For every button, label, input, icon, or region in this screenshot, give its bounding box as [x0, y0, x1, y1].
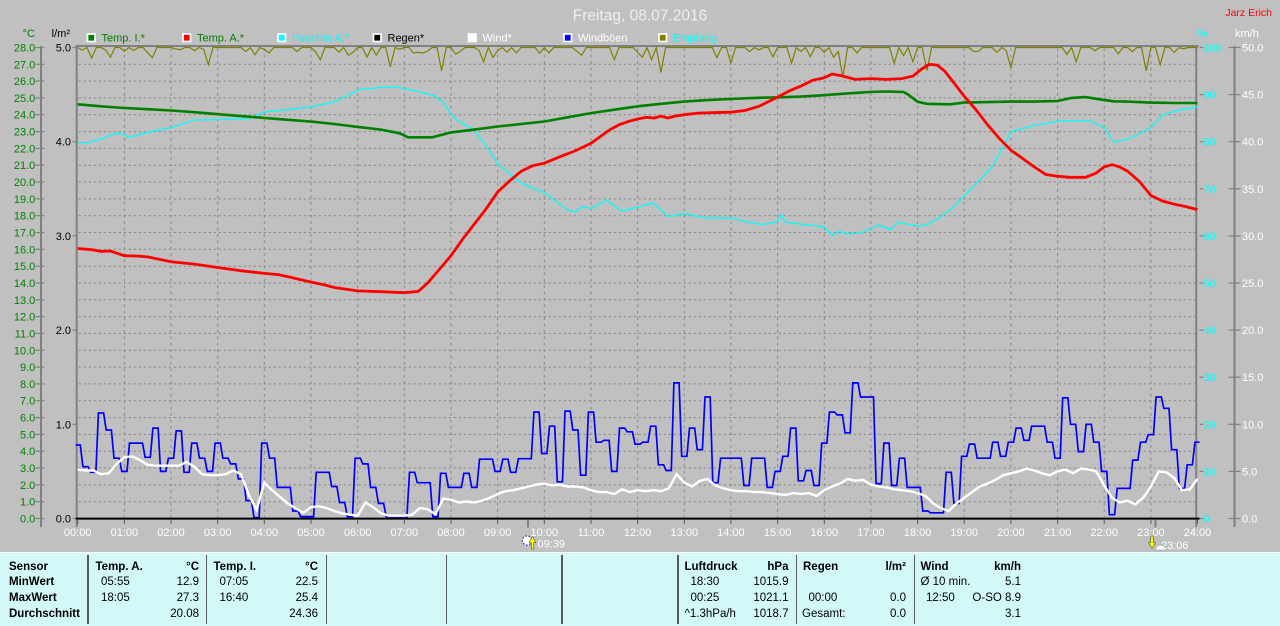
- svg-text:0: 0: [1204, 514, 1210, 526]
- svg-text:23.0: 23.0: [14, 127, 35, 139]
- svg-text:1.0: 1.0: [56, 419, 71, 431]
- svg-text:15:00: 15:00: [764, 527, 792, 539]
- svg-text:Windböen: Windböen: [578, 33, 628, 45]
- svg-text:11:00: 11:00: [578, 527, 605, 539]
- svg-text:27.0: 27.0: [14, 59, 35, 71]
- svg-text:9.0: 9.0: [20, 362, 35, 374]
- svg-text:Empfang: Empfang: [673, 33, 717, 45]
- svg-text:6.0: 6.0: [20, 413, 35, 425]
- svg-text:30: 30: [1204, 372, 1216, 384]
- svg-text:0.0: 0.0: [1242, 514, 1257, 526]
- svg-text:21:00: 21:00: [1044, 527, 1072, 539]
- svg-text:20:00: 20:00: [997, 527, 1025, 539]
- svg-text:Regen*: Regen*: [388, 33, 425, 45]
- svg-text:20: 20: [1204, 419, 1216, 431]
- svg-text:03:00: 03:00: [204, 527, 232, 539]
- svg-text:70: 70: [1204, 184, 1216, 196]
- svg-text:5.0: 5.0: [56, 43, 71, 55]
- svg-text:%: %: [1198, 28, 1208, 40]
- svg-text:Wind*: Wind*: [483, 33, 513, 45]
- svg-text:12:00: 12:00: [624, 527, 652, 539]
- svg-text:05:00: 05:00: [297, 527, 325, 539]
- svg-text:28.0: 28.0: [14, 43, 35, 55]
- svg-text:0.0: 0.0: [56, 514, 71, 526]
- svg-text:17:00: 17:00: [857, 527, 885, 539]
- svg-text:30.0: 30.0: [1242, 231, 1263, 243]
- svg-text:2.0: 2.0: [20, 480, 35, 492]
- svg-text:25.0: 25.0: [14, 93, 35, 105]
- svg-text:22:00: 22:00: [1090, 527, 1118, 539]
- svg-text:00:00: 00:00: [64, 527, 92, 539]
- svg-text:4.0: 4.0: [56, 137, 71, 149]
- svg-text:19:00: 19:00: [950, 527, 978, 539]
- svg-text:40: 40: [1204, 325, 1216, 337]
- svg-text:24.0: 24.0: [14, 110, 35, 122]
- svg-text:10: 10: [1204, 466, 1216, 478]
- svg-text:15.0: 15.0: [14, 261, 35, 273]
- svg-text:40.0: 40.0: [1242, 137, 1263, 149]
- svg-text:08:00: 08:00: [437, 527, 465, 539]
- svg-text:09:00: 09:00: [484, 527, 512, 539]
- svg-text:01:00: 01:00: [111, 527, 139, 539]
- svg-text:21.0: 21.0: [14, 160, 35, 172]
- svg-text:24:00: 24:00: [1184, 527, 1212, 539]
- svg-text:06:00: 06:00: [344, 527, 372, 539]
- svg-text:18:00: 18:00: [904, 527, 932, 539]
- svg-text:3.0: 3.0: [20, 463, 35, 475]
- svg-text:°C: °C: [23, 28, 35, 40]
- svg-text:14.0: 14.0: [14, 278, 35, 290]
- svg-text:22.0: 22.0: [14, 143, 35, 155]
- svg-text:Temp. A.*: Temp. A.*: [197, 33, 245, 45]
- svg-text:10:00: 10:00: [531, 527, 559, 539]
- svg-text:50.0: 50.0: [1242, 43, 1263, 55]
- svg-text:10.0: 10.0: [1242, 419, 1263, 431]
- svg-text:20.0: 20.0: [1242, 325, 1263, 337]
- svg-text:5.0: 5.0: [1242, 466, 1257, 478]
- svg-text:16:00: 16:00: [811, 527, 839, 539]
- svg-text:17.0: 17.0: [14, 228, 35, 240]
- svg-text:1.0: 1.0: [20, 497, 35, 509]
- svg-text:Feuchte A.*: Feuchte A.*: [292, 33, 350, 45]
- svg-text:26.0: 26.0: [14, 76, 35, 88]
- svg-text:13.0: 13.0: [14, 295, 35, 307]
- svg-text:23:00: 23:00: [1137, 527, 1165, 539]
- svg-text:13:00: 13:00: [671, 527, 699, 539]
- svg-text:3.0: 3.0: [56, 231, 71, 243]
- svg-text:45.0: 45.0: [1242, 90, 1263, 102]
- svg-text:Temp. I.*: Temp. I.*: [102, 33, 146, 45]
- svg-text:14:00: 14:00: [717, 527, 745, 539]
- svg-text:02:00: 02:00: [157, 527, 185, 539]
- svg-text:25.0: 25.0: [1242, 278, 1263, 290]
- svg-text:09:39: 09:39: [538, 539, 566, 551]
- svg-text:80: 80: [1204, 137, 1216, 149]
- svg-text:90: 90: [1204, 90, 1216, 102]
- svg-text:8.0: 8.0: [20, 379, 35, 391]
- svg-text:18.0: 18.0: [14, 211, 35, 223]
- svg-text:l/m²: l/m²: [52, 28, 71, 40]
- svg-text:2.0: 2.0: [56, 325, 71, 337]
- svg-text:Freitag, 08.07.2016: Freitag, 08.07.2016: [573, 8, 707, 25]
- svg-text:12.0: 12.0: [14, 312, 35, 324]
- svg-text:km/h: km/h: [1235, 28, 1259, 40]
- svg-text:7.0: 7.0: [20, 396, 35, 408]
- svg-text:10.0: 10.0: [14, 345, 35, 357]
- svg-text:5.0: 5.0: [20, 429, 35, 441]
- svg-text:60: 60: [1204, 231, 1216, 243]
- svg-text:100: 100: [1204, 43, 1222, 55]
- svg-text:04:00: 04:00: [251, 527, 279, 539]
- svg-text:35.0: 35.0: [1242, 184, 1263, 196]
- svg-text:11.0: 11.0: [15, 328, 36, 340]
- svg-text:07:00: 07:00: [391, 527, 419, 539]
- svg-text:50: 50: [1204, 278, 1216, 290]
- svg-text:19.0: 19.0: [14, 194, 35, 206]
- svg-text:4.0: 4.0: [20, 446, 35, 458]
- svg-text:Jarz Erich: Jarz Erich: [1225, 7, 1272, 19]
- svg-text:20.0: 20.0: [14, 177, 35, 189]
- svg-text:23:06: 23:06: [1161, 540, 1189, 552]
- svg-text:16.0: 16.0: [14, 244, 35, 256]
- svg-text:0.0: 0.0: [20, 514, 35, 526]
- svg-text:15.0: 15.0: [1242, 372, 1263, 384]
